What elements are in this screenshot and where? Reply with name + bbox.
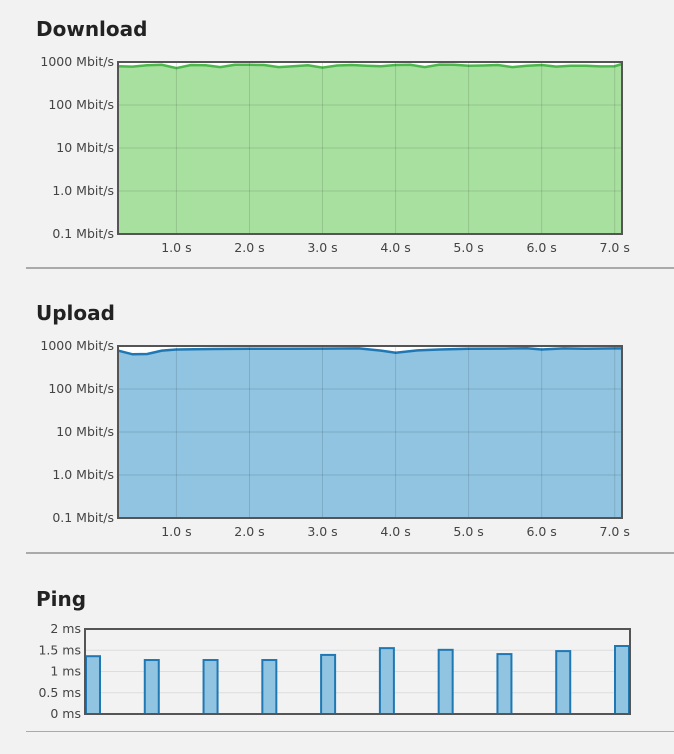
y-tick-label: 0.5 ms — [38, 685, 81, 700]
y-tick-label: 10 Mbit/s — [56, 424, 114, 439]
x-tick-label: 1.0 s — [161, 524, 191, 539]
y-tick-label: 1.0 Mbit/s — [52, 183, 114, 198]
y-tick-label: 1000 Mbit/s — [40, 54, 114, 69]
y-tick-label: 1 ms — [50, 664, 81, 679]
ping-bar — [437, 648, 454, 716]
series-line — [117, 346, 622, 356]
y-tick-label: 1000 Mbit/s — [40, 338, 114, 353]
x-tick-label: 2.0 s — [234, 524, 264, 539]
plot-border — [117, 345, 623, 519]
divider — [26, 552, 674, 554]
download-title: Download — [36, 17, 148, 41]
y-tick-label: 10 Mbit/s — [56, 140, 114, 155]
plot-border — [117, 61, 623, 235]
y-tick-label: 100 Mbit/s — [48, 381, 114, 396]
ping-bar — [143, 659, 160, 715]
x-tick-label: 5.0 s — [453, 240, 483, 255]
x-tick-label: 4.0 s — [380, 524, 410, 539]
ping-bar — [555, 650, 572, 715]
x-tick-label: 2.0 s — [234, 240, 264, 255]
y-tick-label: 0.1 Mbit/s — [52, 226, 114, 241]
plot-border — [84, 628, 631, 715]
ping-bar — [496, 653, 513, 715]
x-tick-label: 1.0 s — [161, 240, 191, 255]
ping-bar — [202, 659, 219, 715]
series-area — [118, 64, 622, 234]
y-tick-label: 100 Mbit/s — [48, 97, 114, 112]
series-line — [117, 62, 623, 70]
x-tick-label: 6.0 s — [526, 524, 556, 539]
ping-bar — [378, 647, 395, 715]
y-tick-label: 1.0 Mbit/s — [52, 467, 114, 482]
y-tick-label: 0.1 Mbit/s — [52, 510, 114, 525]
x-tick-label: 3.0 s — [307, 524, 337, 539]
y-tick-label: 1.5 ms — [38, 642, 81, 657]
ping-bar — [614, 645, 630, 715]
series-area — [118, 348, 622, 518]
x-tick-label: 7.0 s — [600, 524, 630, 539]
x-tick-label: 5.0 s — [453, 524, 483, 539]
y-tick-label: 2 ms — [50, 621, 81, 636]
upload-title: Upload — [36, 301, 115, 325]
ping-bar — [261, 659, 278, 715]
ping-chart: 0 ms 0.5 ms 1 ms 1.5 ms 2 ms — [38, 621, 631, 721]
ping-bar — [320, 653, 337, 715]
ping-title: Ping — [36, 587, 87, 611]
x-tick-label: 4.0 s — [380, 240, 410, 255]
y-tick-label: 0 ms — [50, 706, 81, 721]
download-chart: 0.1 Mbit/s 1.0 Mbit/s 10 Mbit/s 100 Mbit/s 1… — [40, 54, 630, 255]
divider — [26, 267, 674, 269]
ping-bar — [85, 655, 101, 715]
divider — [26, 731, 674, 732]
x-tick-label: 3.0 s — [307, 240, 337, 255]
x-tick-label: 6.0 s — [526, 240, 556, 255]
x-tick-label: 7.0 s — [600, 240, 630, 255]
upload-chart: 0.1 Mbit/s 1.0 Mbit/s 10 Mbit/s 100 Mbit/s 1… — [40, 338, 630, 539]
